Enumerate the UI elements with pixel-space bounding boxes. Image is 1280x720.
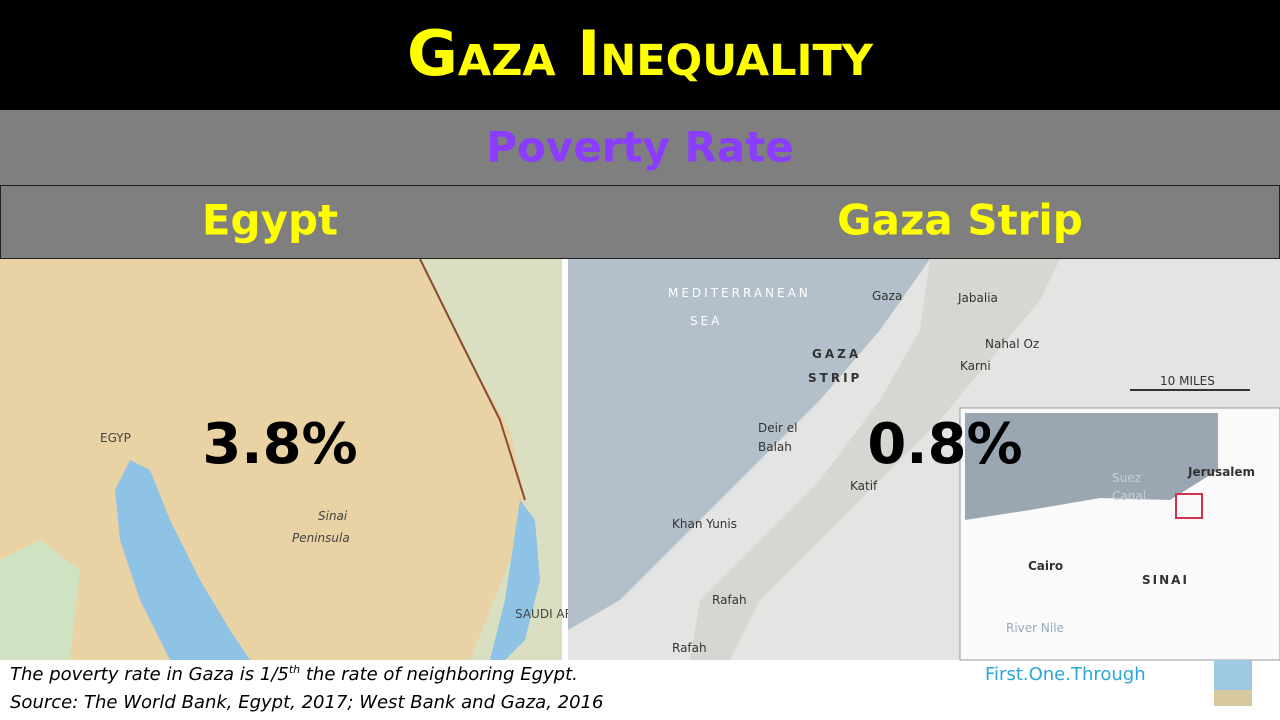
map-label: MEDITERRANEAN xyxy=(668,286,811,300)
title-bar xyxy=(0,0,1280,110)
gaza-map: MEDITERRANEAN SEA GAZA STRIP Gaza Jabali… xyxy=(568,259,1280,661)
map-label: Rafah xyxy=(712,593,747,607)
title: Gaza Inequality xyxy=(407,17,874,90)
egypt-map: EGYP Sinai Peninsula SAUDI ARABIA xyxy=(0,258,601,660)
column-header-bar xyxy=(0,185,1280,259)
map-label: River Nile xyxy=(1006,621,1064,635)
map-label: Deir el xyxy=(758,421,797,435)
map-label: Gaza xyxy=(872,289,902,303)
map-label: Balah xyxy=(758,440,792,454)
note-text: the rate of neighboring Egypt. xyxy=(300,664,578,685)
column-label: Gaza Strip xyxy=(837,196,1083,245)
map-label: Jerusalem xyxy=(1187,465,1255,479)
map-label: Nahal Oz xyxy=(985,337,1039,351)
map-label: Suez xyxy=(1112,471,1141,485)
map-label: GAZA xyxy=(812,347,861,361)
map-label: Rafah xyxy=(672,641,707,655)
map-label: SINAI xyxy=(1142,573,1189,587)
map-label: Karni xyxy=(960,359,991,373)
map-label: Khan Yunis xyxy=(672,517,737,531)
brand: First.One.Through xyxy=(985,664,1146,685)
footer-note: The poverty rate in Gaza is 1/5th the ra… xyxy=(10,663,578,685)
subtitle-bar xyxy=(0,110,1280,185)
column-label: Egypt xyxy=(202,196,338,245)
map-label: 10 MILES xyxy=(1160,374,1215,388)
note-sup: th xyxy=(289,663,300,676)
poverty-rate-value: 3.8% xyxy=(202,412,357,477)
subtitle: Poverty Rate xyxy=(486,123,794,172)
map-label: SEA xyxy=(690,314,722,328)
map-label: Cairo xyxy=(1028,559,1063,573)
map-label: Katif xyxy=(850,479,878,493)
poverty-rate-value: 0.8% xyxy=(867,412,1022,477)
map-label: Canal xyxy=(1112,489,1146,503)
footer-source: Source: The World Bank, Egypt, 2017; Wes… xyxy=(10,692,603,713)
map-label: Jabalia xyxy=(957,291,998,305)
map-label: EGYP xyxy=(100,431,131,445)
note-text: The poverty rate in Gaza is 1/5 xyxy=(10,664,289,685)
map-label: Peninsula xyxy=(292,531,350,545)
map-label: STRIP xyxy=(808,371,862,385)
brand-logo xyxy=(1214,660,1252,706)
map-label: Sinai xyxy=(318,509,348,523)
